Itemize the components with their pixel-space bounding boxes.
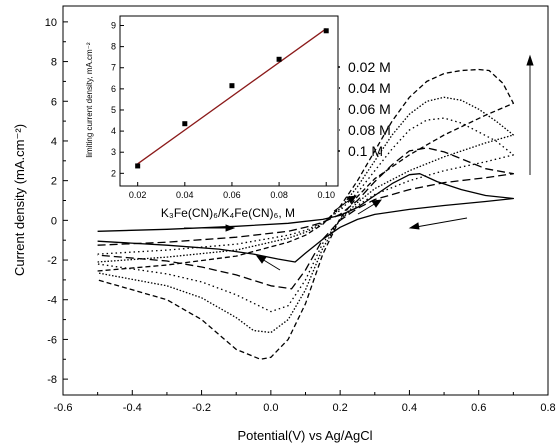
legend-label-0: 0.02 M — [348, 59, 391, 75]
series-line-4 — [97, 68, 515, 360]
inset-data-point — [135, 163, 141, 169]
inset-x-tick-label: 0.10 — [317, 190, 335, 200]
x-tick-label: -0.4 — [123, 402, 142, 414]
inset-data-point — [276, 56, 282, 62]
series-line-2 — [97, 117, 515, 313]
y-tick-label: 2 — [51, 176, 57, 188]
inset-y-tick-label: 5 — [111, 105, 116, 115]
inset-x-tick-label: 0.02 — [129, 190, 147, 200]
inset-fit-line — [137, 28, 327, 165]
legend: 0.02 M 0.04 M 0.06 M 0.08 M 0.1 M — [303, 59, 391, 159]
x-tick-label: 0.6 — [471, 402, 486, 414]
series-line-0 — [97, 173, 515, 263]
x-tick-label: -0.2 — [192, 402, 211, 414]
series-line-3 — [97, 96, 515, 334]
inset-x-tick-label: 0.08 — [270, 190, 288, 200]
inset-y-tick-label: 4 — [111, 126, 116, 136]
x-tick-label: -0.6 — [54, 402, 73, 414]
legend-label-2: 0.06 M — [348, 101, 391, 117]
x-tick-label: 0.0 — [263, 402, 278, 414]
y-tick-label: -4 — [47, 295, 57, 307]
legend-label-1: 0.04 M — [348, 80, 391, 96]
y-tick-label: 6 — [51, 96, 57, 108]
inset-data-point — [182, 121, 188, 127]
inset-x-tick-label: 0.04 — [176, 190, 194, 200]
inset-y-axis-label: limiting current density, mA.cm⁻² — [85, 42, 94, 158]
inset-frame — [119, 15, 339, 187]
scan-arrow-diag — [357, 202, 377, 215]
inset-background — [120, 16, 338, 186]
legend-label-3: 0.08 M — [348, 122, 391, 138]
inset-x-axis-label: K₃Fe(CN)₆/K₄Fe(CN)₆, M — [161, 206, 295, 220]
inset-plot — [135, 28, 329, 169]
y-tick-label: 4 — [51, 136, 57, 148]
inset-y-tick-label: 2 — [111, 168, 116, 178]
inset-axis-ticks: 0.02 0.04 0.06 0.08 0.10 2 3 4 5 6 7 8 9 — [111, 21, 335, 200]
y-tick-label: 10 — [45, 17, 57, 29]
inset-y-tick-label: 7 — [111, 63, 116, 73]
inset-x-tick-label: 0.06 — [223, 190, 241, 200]
x-axis-label: Potential(V) vs Ag/AgCl — [237, 428, 372, 443]
y-tick-label: -2 — [47, 255, 57, 267]
inset-data-point — [323, 28, 329, 34]
inset-data-point — [229, 83, 235, 89]
x-tick-label: 0.8 — [540, 402, 555, 414]
y-tick-label: 0 — [51, 215, 57, 227]
legend-label-4: 0.1 M — [348, 143, 383, 159]
inset-y-tick-label: 8 — [111, 42, 116, 52]
inset-y-tick-label: 6 — [111, 84, 116, 94]
main-axis-ticks: -0.6 -0.4 -0.2 0.0 0.2 0.4 0.6 0.8 -8 -6 -4 -2 0 2 4 6 8… — [45, 17, 556, 414]
y-tick-label: 8 — [51, 57, 57, 69]
x-tick-label: 0.2 — [332, 402, 347, 414]
inset-y-tick-label: 9 — [111, 21, 116, 31]
scan-arrow-down — [261, 258, 281, 271]
main-curves — [97, 68, 515, 360]
y-tick-label: -8 — [47, 374, 57, 386]
inset-y-tick-label: 3 — [111, 147, 116, 157]
scan-arrow-left — [415, 217, 468, 228]
scan-arrow-up — [333, 198, 352, 212]
y-tick-label: -6 — [47, 334, 57, 346]
scan-arrows — [184, 54, 534, 271]
x-tick-label: 0.4 — [402, 402, 417, 414]
y-axis-label: Current density (mA.cm⁻²) — [12, 124, 27, 276]
